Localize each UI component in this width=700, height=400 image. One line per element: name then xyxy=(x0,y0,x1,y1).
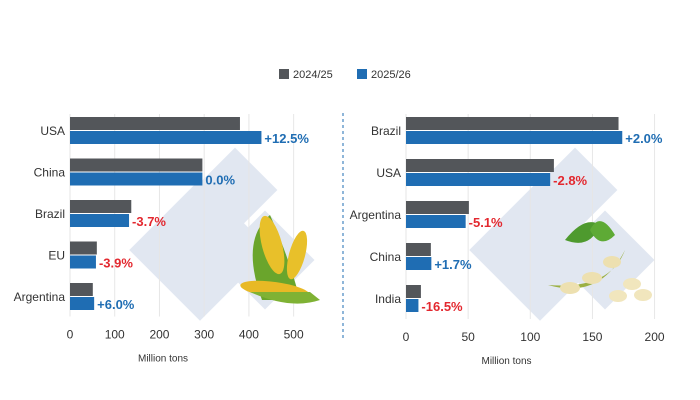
x-tick-label: 400 xyxy=(239,328,259,342)
bar-2025-26 xyxy=(406,215,466,228)
bar-2025-26 xyxy=(406,131,623,144)
corn-icon xyxy=(240,215,320,304)
category-label: USA xyxy=(40,124,65,138)
bar-2025-26 xyxy=(406,173,551,186)
data-label: -2.8% xyxy=(553,173,587,188)
soybean-icon xyxy=(548,221,652,302)
x-tick-label: 150 xyxy=(582,330,602,344)
x-tick-label: 300 xyxy=(194,328,214,342)
data-label: -5.1% xyxy=(469,215,503,230)
x-tick-label: 0 xyxy=(403,330,410,344)
category-label: China xyxy=(370,250,402,264)
category-label: India xyxy=(375,292,401,306)
bar-2025-26 xyxy=(70,131,262,144)
data-label: +1.7% xyxy=(434,257,472,272)
data-label: -3.7% xyxy=(132,214,166,229)
bar-2024-25 xyxy=(406,159,554,172)
bar-2025-26 xyxy=(70,214,130,227)
category-label: USA xyxy=(376,166,401,180)
category-label: Argentina xyxy=(14,290,66,304)
x-tick-label: 200 xyxy=(645,330,665,344)
data-label: +2.0% xyxy=(625,131,663,146)
x-tick-label: 500 xyxy=(284,328,304,342)
bar-2024-25 xyxy=(406,243,431,256)
bar-2025-26 xyxy=(70,255,96,269)
bar-2024-25 xyxy=(406,285,421,298)
category-label: China xyxy=(34,166,66,180)
category-label: EU xyxy=(48,249,65,263)
legend-label-2024: 2024/25 xyxy=(293,69,333,81)
bar-2024-25 xyxy=(70,200,132,213)
x-axis-title: Million tons xyxy=(138,354,188,365)
x-tick-label: 50 xyxy=(461,330,475,344)
x-tick-label: 0 xyxy=(67,328,74,342)
legend-swatch-2025 xyxy=(357,69,367,79)
bar-2024-25 xyxy=(70,158,203,172)
legend: 2024/25 2025/26 xyxy=(279,69,411,81)
data-label: +12.5% xyxy=(264,131,309,146)
data-label: -3.9% xyxy=(99,256,133,271)
soybean-chart: 0 50 100 150 200 Million tons Brazil +2.0% USA -2… xyxy=(350,114,665,367)
category-label: Brazil xyxy=(35,207,65,221)
bar-2025-26 xyxy=(406,257,432,270)
bar-2024-25 xyxy=(70,241,97,255)
bar-2024-25 xyxy=(70,283,93,296)
legend-label-2025: 2025/26 xyxy=(371,69,411,81)
data-label: 0.0% xyxy=(205,173,235,188)
category-label: Brazil xyxy=(371,124,401,138)
bar-2025-26 xyxy=(70,172,203,186)
corn-chart: 0 100 200 300 400 500 Million tons USA +12.5% Chi… xyxy=(14,114,309,365)
x-tick-label: 100 xyxy=(520,330,540,344)
bar-2024-25 xyxy=(406,201,469,214)
data-label: -16.5% xyxy=(421,299,463,314)
data-label: +6.0% xyxy=(97,297,135,312)
legend-swatch-2024 xyxy=(279,69,289,79)
bar-2025-26 xyxy=(70,297,95,310)
x-tick-label: 100 xyxy=(105,328,125,342)
x-axis-title: Million tons xyxy=(481,356,531,367)
bar-2024-25 xyxy=(70,117,240,130)
bar-2024-25 xyxy=(406,117,619,130)
bar-2025-26 xyxy=(406,299,419,312)
category-label: Argentina xyxy=(350,208,402,222)
x-tick-label: 200 xyxy=(149,328,169,342)
